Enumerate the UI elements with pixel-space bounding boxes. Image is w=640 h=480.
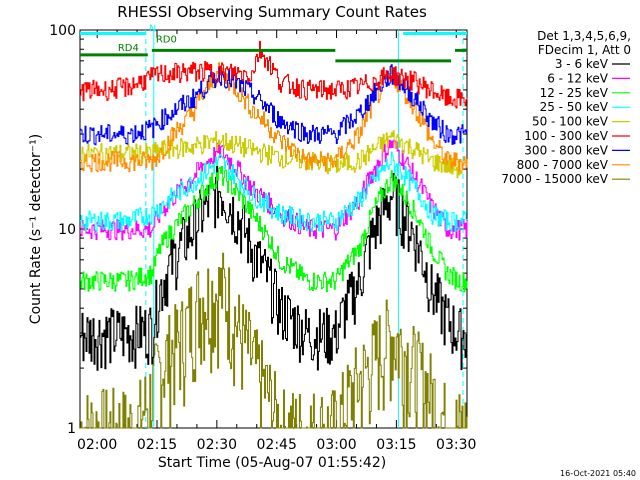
legend-label: 12 - 25 keV	[540, 86, 609, 100]
flag-label: N	[149, 24, 156, 35]
x-tick-labels: 02:00 02:15 02:30 02:45 03:00 03:15 03:30	[77, 437, 476, 453]
legend-label: 300 - 800 keV	[524, 143, 608, 157]
series-line	[80, 165, 468, 293]
series-layer	[80, 40, 468, 429]
series-line	[80, 64, 468, 146]
series-line	[80, 252, 468, 429]
legend-label: 100 - 300 keV	[524, 129, 608, 143]
series-line	[80, 165, 468, 371]
y-tick-label: 10	[58, 222, 76, 238]
y-tick-label: 1	[67, 421, 76, 437]
x-tick-label: 02:30	[197, 437, 237, 453]
legend-label: 7000 - 15000 keV	[501, 172, 608, 186]
legend: Det 1,3,4,5,6,9,FDecim 1, Att 03 - 6 keV…	[501, 29, 631, 186]
series-line	[80, 151, 468, 233]
footer-timestamp: 16-Oct-2021 05:40	[560, 469, 636, 478]
legend-label: 3 - 6 keV	[555, 57, 609, 71]
x-tick-label: 03:30	[436, 437, 476, 453]
y-tick-label: 100	[49, 23, 76, 39]
legend-label: 25 - 50 keV	[540, 100, 609, 114]
legend-header: FDecim 1, Att 0	[538, 43, 631, 57]
y-axis-label: Count Rate (s⁻¹ detector⁻¹)	[28, 134, 44, 324]
y-tick-labels: 1 10 100	[49, 23, 76, 437]
legend-label: 6 - 12 keV	[547, 71, 609, 85]
legend-label: 50 - 100 keV	[532, 115, 609, 129]
legend-label: 800 - 7000 keV	[517, 158, 609, 172]
x-axis-label: Start Time (05-Aug-07 01:55:42)	[158, 455, 386, 471]
x-tick-label: 02:45	[257, 437, 297, 453]
x-tick-label: 02:15	[137, 437, 177, 453]
chart-title: RHESSI Observing Summary Count Rates	[117, 3, 427, 21]
flag-label: RD0	[156, 34, 177, 45]
flag-label: RD4	[118, 43, 139, 54]
series-line	[80, 139, 468, 241]
x-tick-label: 03:15	[376, 437, 416, 453]
x-tick-label: 03:00	[316, 437, 356, 453]
series-line	[80, 40, 468, 109]
legend-header: Det 1,3,4,5,6,9,	[537, 29, 631, 43]
x-tick-label: 02:00	[77, 437, 117, 453]
